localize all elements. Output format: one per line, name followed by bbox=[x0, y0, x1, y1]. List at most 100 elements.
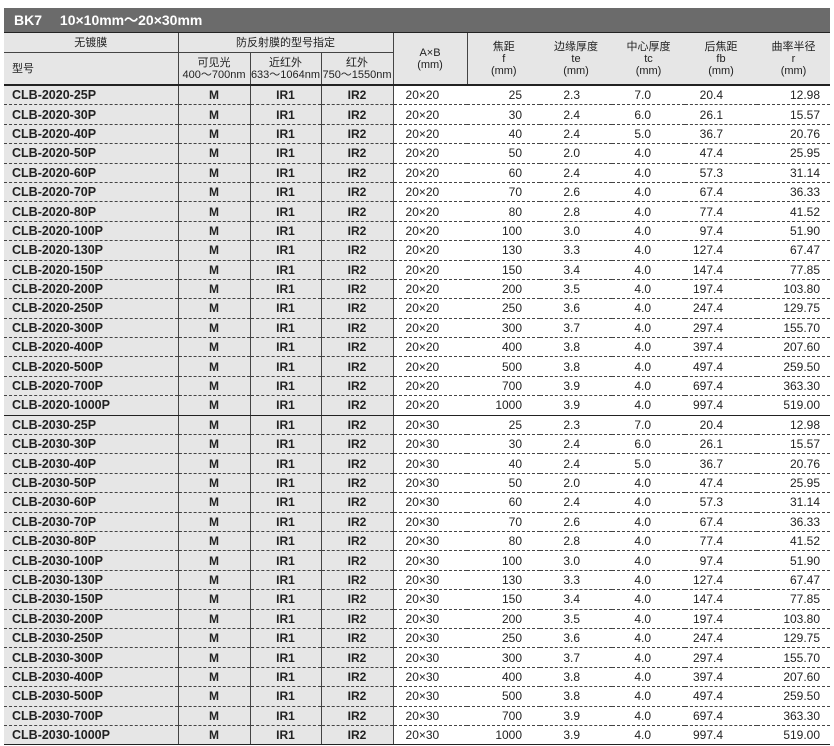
edge-thickness-cell: 3.8 bbox=[540, 356, 613, 377]
center-thickness-cell: 5.0 bbox=[612, 124, 686, 145]
curvature-radius-cell: 36.33 bbox=[757, 512, 831, 532]
table-row: CLB-2020-70P M IR1 IR2 20×20 70 2.6 4.0 67.4 36.3… bbox=[4, 182, 831, 203]
table-row: CLB-2030-100P M IR1 IR2 20×30 100 3.0 4.0 97.4 51… bbox=[4, 550, 831, 571]
table-row: CLB-2020-1000P M IR1 IR2 20×20 1000 3.9 4.0 997.… bbox=[4, 395, 831, 416]
size-ab-cell: 20×30 bbox=[392, 686, 468, 707]
center-thickness-cell: 4.0 bbox=[612, 589, 686, 610]
nir-coating-cell: IR1 bbox=[249, 240, 321, 261]
size-ab-cell: 20×30 bbox=[392, 453, 468, 474]
nir-header: 近红外 633～1064nm bbox=[249, 52, 321, 85]
size-ab-cell: 20×20 bbox=[392, 395, 468, 416]
edge-thickness-cell: 3.9 bbox=[540, 376, 613, 397]
focal-length-cell: 150 bbox=[467, 260, 541, 280]
back-focal-length-cell: 497.4 bbox=[685, 356, 758, 377]
center-thickness-cell: 4.0 bbox=[612, 550, 686, 571]
ir-coating-cell: IR2 bbox=[320, 163, 394, 183]
table-row: CLB-2020-25P M IR1 IR2 20×20 25 2.3 7.0 20.4 12.9… bbox=[4, 85, 831, 106]
ir-coating-cell: IR2 bbox=[320, 221, 394, 242]
back-focal-length-cell: 47.4 bbox=[685, 143, 758, 164]
nir-coating-cell: IR1 bbox=[249, 686, 321, 707]
back-focal-length-cell: 697.4 bbox=[685, 376, 758, 397]
curvature-radius-cell: 155.70 bbox=[757, 318, 831, 339]
back-focal-length-cell: 147.4 bbox=[685, 589, 758, 610]
table-row: CLB-2020-400P M IR1 IR2 20×20 400 3.8 4.0 397.4 2… bbox=[4, 337, 831, 358]
center-thickness-cell: 4.0 bbox=[612, 279, 686, 300]
nir-coating-cell: IR1 bbox=[249, 201, 321, 222]
nir-coating-cell: IR1 bbox=[249, 260, 321, 280]
model-cell: CLB-2030-400P bbox=[4, 667, 178, 688]
nir-coating-cell: IR1 bbox=[249, 667, 321, 688]
curvature-radius-cell: 129.75 bbox=[757, 628, 831, 649]
edge-thickness-cell: 2.6 bbox=[540, 512, 613, 532]
curvature-radius-cell: 12.98 bbox=[757, 415, 831, 436]
center-thickness-cell: 4.0 bbox=[612, 298, 686, 319]
size-ab-cell: 20×20 bbox=[392, 337, 468, 358]
model-cell: CLB-2030-1000P bbox=[4, 725, 178, 746]
curvature-radius-cell: 31.14 bbox=[757, 163, 831, 183]
back-focal-length-cell: 67.4 bbox=[685, 512, 758, 532]
curvature-radius-cell: 155.70 bbox=[757, 647, 831, 668]
center-thickness-cell: 4.0 bbox=[612, 376, 686, 397]
table-row: CLB-2030-300P M IR1 IR2 20×30 300 3.7 4.0 297.4 1… bbox=[4, 647, 831, 668]
back-focal-length-cell: 997.4 bbox=[685, 725, 758, 746]
visible-header: 可见光 400～700nm bbox=[177, 52, 250, 85]
curvature-radius-cell: 20.76 bbox=[757, 453, 831, 474]
edge-thickness-cell: 2.4 bbox=[540, 104, 613, 125]
nir-coating-cell: IR1 bbox=[249, 550, 321, 571]
focal-length-cell: 25 bbox=[467, 85, 541, 106]
visible-coating-cell: M bbox=[177, 531, 250, 552]
back-focal-length-cell: 497.4 bbox=[685, 686, 758, 707]
visible-coating-cell: M bbox=[177, 279, 250, 300]
curvature-radius-cell: 519.00 bbox=[757, 725, 831, 746]
center-thickness-cell: 7.0 bbox=[612, 415, 686, 436]
back-focal-length-cell: 397.4 bbox=[685, 337, 758, 358]
curvature-radius-cell: 41.52 bbox=[757, 531, 831, 552]
nir-coating-cell: IR1 bbox=[249, 453, 321, 474]
model-cell: CLB-2020-500P bbox=[4, 356, 178, 377]
model-cell: CLB-2020-700P bbox=[4, 376, 178, 397]
visible-coating-cell: M bbox=[177, 104, 250, 125]
curvature-radius-cell: 103.80 bbox=[757, 279, 831, 300]
visible-coating-cell: M bbox=[177, 318, 250, 339]
edge-thickness-cell: 2.4 bbox=[540, 434, 613, 455]
ir-header: 红外 750～1550nm bbox=[320, 52, 394, 85]
center-thickness-cell: 4.0 bbox=[612, 628, 686, 649]
nir-coating-cell: IR1 bbox=[249, 318, 321, 339]
ir-coating-cell: IR2 bbox=[320, 706, 394, 726]
edge-thickness-cell: 3.4 bbox=[540, 260, 613, 280]
model-cell: CLB-2030-130P bbox=[4, 570, 178, 591]
back-focal-length-cell: 297.4 bbox=[685, 647, 758, 668]
curvature-radius-cell: 67.47 bbox=[757, 570, 831, 591]
size-ab-cell: 20×20 bbox=[392, 260, 468, 280]
center-thickness-cell: 4.0 bbox=[612, 609, 686, 629]
material-label: BK7 bbox=[14, 12, 43, 28]
focal-length-cell: 30 bbox=[467, 434, 541, 455]
back-focal-length-cell: 127.4 bbox=[685, 240, 758, 261]
curvature-radius-cell: 41.52 bbox=[757, 201, 831, 222]
curvature-radius-cell: 519.00 bbox=[757, 395, 831, 416]
curvature-radius-cell: 67.47 bbox=[757, 240, 831, 261]
table-row: CLB-2030-1000P M IR1 IR2 20×30 1000 3.9 4.0 997.… bbox=[4, 725, 831, 746]
focal-length-cell: 250 bbox=[467, 298, 541, 319]
model-cell: CLB-2020-100P bbox=[4, 221, 178, 242]
edge-thickness-cell: 2.4 bbox=[540, 124, 613, 145]
fb-header: 后焦距 fb (mm) bbox=[685, 33, 758, 86]
visible-coating-cell: M bbox=[177, 686, 250, 707]
focal-length-cell: 30 bbox=[467, 104, 541, 125]
model-cell: CLB-2030-60P bbox=[4, 492, 178, 513]
spec-table: 无镀膜 防反射膜的型号指定 A×B (mm) 焦距 f (mm) 边缘厚度 te (mm)… bbox=[4, 33, 831, 746]
back-focal-length-cell: 26.1 bbox=[685, 104, 758, 125]
te-header: 边缘厚度 te (mm) bbox=[540, 33, 613, 86]
model-cell: CLB-2030-25P bbox=[4, 415, 178, 436]
curvature-radius-cell: 77.85 bbox=[757, 589, 831, 610]
table-row: CLB-2030-70P M IR1 IR2 20×30 70 2.6 4.0 67.4 36.3… bbox=[4, 512, 831, 532]
center-thickness-cell: 4.0 bbox=[612, 706, 686, 726]
curvature-radius-cell: 259.50 bbox=[757, 356, 831, 377]
back-focal-length-cell: 147.4 bbox=[685, 260, 758, 280]
size-ab-cell: 20×20 bbox=[392, 279, 468, 300]
center-thickness-cell: 7.0 bbox=[612, 85, 686, 106]
curvature-radius-cell: 25.95 bbox=[757, 143, 831, 164]
back-focal-length-cell: 127.4 bbox=[685, 570, 758, 591]
model-cell: CLB-2020-130P bbox=[4, 240, 178, 261]
back-focal-length-cell: 247.4 bbox=[685, 628, 758, 649]
